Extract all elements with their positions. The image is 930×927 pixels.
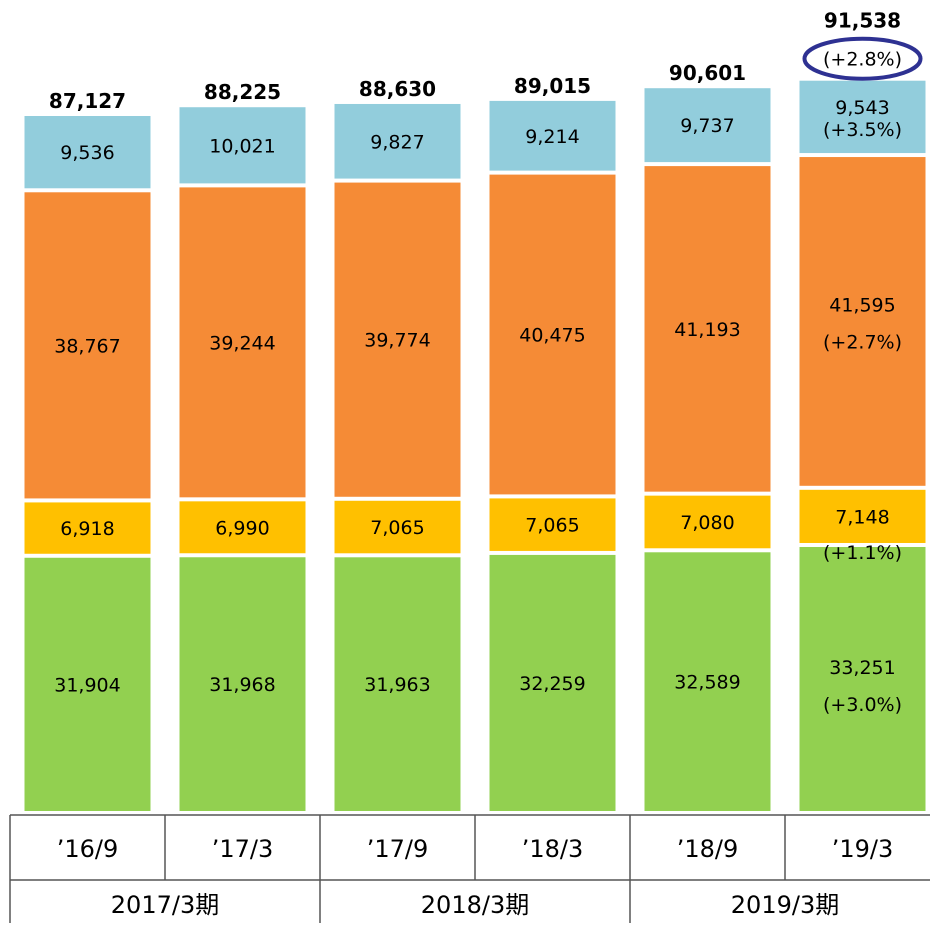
value-label: 33,251 xyxy=(829,657,895,679)
bar-segment-0-1 xyxy=(179,557,306,811)
value-label: 31,968 xyxy=(209,674,275,696)
bar-segment-2-1 xyxy=(179,187,306,498)
total-label: 91,538 xyxy=(824,9,901,33)
value-label: 9,214 xyxy=(525,126,579,148)
value-label: 39,774 xyxy=(364,330,430,352)
growth-label: (+1.1%) xyxy=(823,542,902,564)
value-label: 7,080 xyxy=(680,512,734,534)
category-label: ’17/9 xyxy=(367,835,429,863)
period-label: 2017/3期 xyxy=(111,891,219,919)
value-label: 9,827 xyxy=(370,131,424,153)
total-label: 87,127 xyxy=(49,89,126,113)
value-label: 7,148 xyxy=(835,506,889,528)
value-label: 40,475 xyxy=(519,325,585,347)
bar-segment-0-0 xyxy=(24,557,151,811)
bar-segment-2-0 xyxy=(24,192,151,499)
total-label: 90,601 xyxy=(669,61,746,85)
category-label: ’19/3 xyxy=(832,835,894,863)
bar-segment-1-3 xyxy=(489,498,616,551)
value-label: 7,065 xyxy=(525,515,579,537)
highlight-ellipse xyxy=(802,36,923,81)
bar-segment-2-4 xyxy=(644,166,771,492)
bar-segment-1-4 xyxy=(644,495,771,549)
category-label: ’16/9 xyxy=(57,835,119,863)
value-label: 32,259 xyxy=(519,673,585,695)
bar-segment-2-5 xyxy=(799,157,926,486)
bar-segment-3-1 xyxy=(179,107,306,184)
bar-segment-3-3 xyxy=(489,100,616,171)
value-label: 10,021 xyxy=(209,135,275,157)
category-label: ’18/3 xyxy=(522,835,584,863)
total-label: 88,630 xyxy=(359,77,436,101)
value-label: 31,963 xyxy=(364,674,430,696)
value-label: 9,536 xyxy=(60,142,114,164)
bar-segment-3-2 xyxy=(334,103,461,179)
total-label: 88,225 xyxy=(204,80,281,104)
bar-segment-0-3 xyxy=(489,554,616,811)
value-label: 6,990 xyxy=(215,517,269,539)
bar-segment-3-0 xyxy=(24,116,151,189)
value-label: 9,737 xyxy=(680,115,734,137)
category-label: ’18/9 xyxy=(677,835,739,863)
value-label: 41,595 xyxy=(829,294,895,316)
bar-segment-1-0 xyxy=(24,502,151,554)
bar-segment-2-3 xyxy=(489,174,616,495)
total-growth-label: (+2.8%) xyxy=(823,49,902,71)
bar-segment-1-5 xyxy=(799,489,926,543)
growth-label: (+3.0%) xyxy=(823,694,902,716)
period-label: 2019/3期 xyxy=(731,891,839,919)
bar-segment-3-5 xyxy=(799,80,926,154)
bar-segment-2-2 xyxy=(334,182,461,497)
value-label: 6,918 xyxy=(60,518,114,540)
bar-segment-1-1 xyxy=(179,501,306,554)
growth-label: (+3.5%) xyxy=(823,119,902,141)
bar-segment-0-2 xyxy=(334,557,461,811)
bar-segment-3-4 xyxy=(644,88,771,163)
bar-segment-1-2 xyxy=(334,500,461,554)
bar-segment-0-4 xyxy=(644,552,771,811)
value-label: 7,065 xyxy=(370,517,424,539)
bar-segment-0-5 xyxy=(799,546,926,811)
value-label: 32,589 xyxy=(674,672,740,694)
value-label: 38,767 xyxy=(54,335,120,357)
period-label: 2018/3期 xyxy=(421,891,529,919)
category-label: ’17/3 xyxy=(212,835,274,863)
value-label: 9,543 xyxy=(835,97,889,119)
value-label: 41,193 xyxy=(674,319,740,341)
growth-label: (+2.7%) xyxy=(823,331,902,353)
value-label: 39,244 xyxy=(209,332,275,354)
total-label: 89,015 xyxy=(514,74,591,98)
value-label: 31,904 xyxy=(54,674,120,696)
